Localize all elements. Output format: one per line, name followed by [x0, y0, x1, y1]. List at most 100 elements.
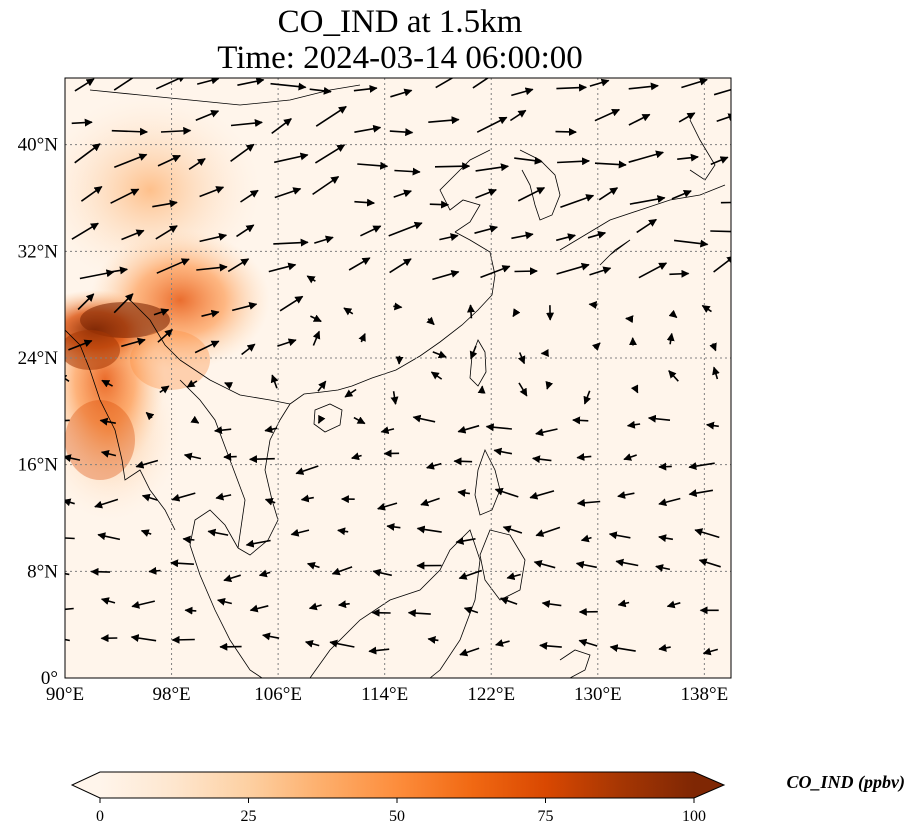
wind-arrow — [108, 266, 128, 275]
wind-arrow — [389, 128, 414, 137]
wind-arrow — [514, 267, 538, 276]
wind-arrow — [427, 636, 439, 644]
graticule — [65, 78, 731, 678]
map-title: CO_IND at 1.5km — [277, 4, 523, 40]
wind-arrow — [207, 528, 229, 537]
wind-arrow — [426, 316, 435, 326]
wind-arrow — [658, 534, 674, 543]
wind-arrow — [306, 275, 316, 284]
wind-arrow — [77, 293, 95, 311]
wind-arrow — [390, 88, 413, 98]
wind-arrow — [348, 257, 371, 271]
coast-borneo — [309, 529, 481, 678]
co-concentration-field — [65, 95, 270, 520]
wind-arrow — [377, 502, 398, 511]
wind-arrow — [541, 600, 562, 608]
wind-arrow — [495, 639, 510, 647]
wind-arrow — [512, 308, 521, 318]
wind-arrow — [270, 82, 307, 91]
wind-arrow — [273, 238, 309, 247]
wind-arrow — [113, 78, 144, 91]
colorbar: 0 25 50 75 100 CO_IND (ppbv) — [70, 771, 905, 825]
wind-arrow — [114, 153, 148, 169]
coast-japan — [559, 119, 726, 266]
wind-arrow — [615, 558, 639, 567]
wind-arrow — [344, 388, 357, 398]
wind-arrow — [230, 119, 263, 128]
wind-arrow — [314, 144, 346, 164]
wind-arrow — [429, 200, 450, 209]
wind-arrow — [171, 492, 196, 502]
wind-arrow — [713, 85, 731, 96]
wind-arrow — [476, 116, 508, 133]
wind-arrow — [671, 189, 692, 200]
wind-arrow — [623, 453, 637, 461]
wind-arrow — [215, 492, 232, 501]
wind-arrow — [217, 597, 232, 606]
wind-arrow — [658, 643, 671, 652]
wind-arrow — [157, 328, 173, 343]
wind-arrow — [353, 84, 378, 93]
wind-arrow — [386, 522, 401, 531]
wind-arrow — [529, 490, 555, 500]
wind-arrow — [678, 112, 696, 123]
colorbar-tick-label: 100 — [682, 808, 706, 825]
wind-arrow — [74, 143, 101, 164]
wind-arrow — [474, 225, 498, 234]
wind-arrow — [493, 447, 513, 456]
wind-arrow — [532, 455, 552, 464]
wind-arrow — [701, 304, 712, 313]
wind-arrow — [511, 231, 534, 240]
wind-arrow — [241, 343, 256, 356]
wind-arrow — [720, 201, 731, 204]
wind-arrow — [183, 452, 202, 461]
wind-arrow — [475, 188, 497, 199]
wind-arrow — [509, 109, 527, 122]
wind-arrow — [188, 158, 206, 170]
wind-arrow — [407, 609, 431, 618]
wind-arrow — [264, 425, 278, 434]
wind-arrow — [65, 638, 70, 642]
wind-arrow — [426, 461, 442, 470]
wind-arrow — [171, 635, 195, 644]
wind-arrow — [264, 497, 276, 506]
wind-arrow — [230, 143, 255, 162]
wind-arrow — [290, 528, 310, 537]
wind-arrow — [306, 561, 320, 570]
wind-arrow — [457, 489, 471, 497]
wind-arrow — [65, 454, 81, 463]
wind-arrow — [279, 295, 304, 312]
coast-philippines-south — [479, 529, 526, 601]
wind-arrow — [271, 118, 292, 135]
wind-arrow — [258, 569, 271, 578]
wind-arrow — [688, 489, 714, 498]
wind-arrow — [709, 342, 717, 352]
wind-arrow — [80, 185, 103, 202]
wind-arrow — [658, 497, 681, 507]
wind-arrow — [245, 539, 271, 548]
lon-tick-label: 122°E — [467, 684, 515, 705]
wind-arrow — [65, 419, 70, 422]
wind-arrow — [214, 426, 232, 435]
wind-arrow — [630, 384, 639, 394]
wind-arrow — [432, 350, 447, 359]
wind-arrow — [71, 118, 93, 127]
wind-arrow — [223, 574, 241, 583]
wind-arrow — [270, 374, 279, 389]
wind-arrow — [608, 531, 631, 540]
wind-arrow — [195, 110, 220, 122]
wind-arrow — [237, 78, 265, 86]
wind-arrow — [480, 265, 511, 279]
wind-arrow — [555, 233, 576, 242]
wind-arrow — [589, 266, 612, 276]
wind-arrow — [435, 78, 464, 89]
wind-arrow — [395, 355, 404, 365]
coast-myanmar — [65, 329, 176, 531]
wind-arrow — [434, 162, 471, 171]
wind-arrow — [231, 302, 258, 312]
wind-arrow — [148, 566, 161, 575]
wind-arrow — [223, 452, 237, 461]
wind-arrow — [594, 160, 627, 169]
wind-arrow — [502, 525, 523, 534]
wind-arrow — [71, 222, 99, 240]
